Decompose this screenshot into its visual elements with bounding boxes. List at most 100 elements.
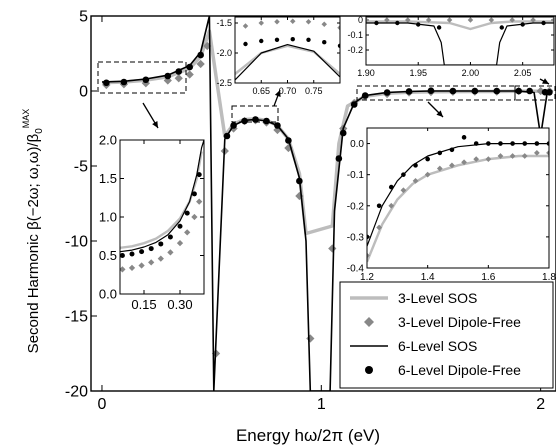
x-tick-label: 2 — [536, 396, 545, 413]
point-3-level-dipole-free — [467, 17, 474, 23]
point-6-level-dipole-free — [499, 25, 504, 30]
main-plot: 0 1 2 5 0 -5 -10 -15 -20 — [65, 9, 556, 413]
point-6-level-dipole-free — [148, 246, 154, 252]
point-6-level-dipole-free — [498, 141, 503, 146]
point-3-level-dipole-free — [461, 159, 467, 166]
inset-mid-energy: 1.2 1.4 1.6 1.8 0.0 -0.1 -0.2 -0.3 -0.4 — [347, 127, 556, 283]
point-6-level-dipole-free — [120, 253, 125, 258]
series-group — [367, 135, 549, 263]
zoom-indicators — [97, 61, 556, 129]
point-3-level-dipole-free — [128, 264, 136, 271]
point-6-level-dipole-free — [541, 20, 546, 26]
point-6-level-dipole-free — [395, 20, 400, 26]
point-6-level-dipole-free — [175, 68, 183, 75]
y-tick-label: -2.5 — [216, 78, 232, 88]
axis-labels: Energy hω/2π (eV) Second Harmonic β(−2ω;… — [21, 109, 380, 445]
point-6-level-dipole-free — [425, 156, 430, 162]
point-6-level-dipole-free — [177, 223, 183, 229]
point-6-level-dipole-free — [383, 89, 391, 96]
plot-background — [235, 17, 340, 83]
point-3-level-dipole-free — [509, 153, 516, 159]
series-line-6-level-sos — [120, 140, 204, 253]
x-tick-label: 1.90 — [357, 68, 375, 78]
series-group — [235, 18, 340, 81]
point-6-level-dipole-free — [322, 40, 327, 45]
point-3-level-dipole-free — [446, 17, 453, 23]
point-6-level-dipole-free — [449, 87, 457, 95]
legend-entry: 6-Level Dipole-Free — [365, 362, 521, 378]
point-3-level-dipole-free — [367, 252, 370, 259]
point-3-level-dipole-free — [306, 334, 315, 343]
point-3-level-dipole-free — [376, 224, 383, 231]
x-tick-label: 1.4 — [421, 272, 435, 283]
point-6-level-dipole-free — [486, 141, 491, 146]
legend-entry: 3-Level SOS — [350, 290, 477, 306]
plot-frame — [90, 15, 556, 392]
y-tick-label: 0 — [79, 84, 88, 101]
x-tick-label: 0.15 — [131, 297, 156, 312]
point-3-level-dipole-free — [497, 153, 504, 159]
point-6-level-dipole-free — [285, 137, 292, 144]
x-tick-label: 2.00 — [462, 68, 480, 78]
legend-entry: 6-Level SOS — [350, 338, 477, 354]
point-3-level-dipole-free — [176, 240, 184, 247]
series-line-6-level-sos — [235, 43, 340, 81]
point-3-level-dipole-free — [305, 19, 312, 25]
point-3-level-dipole-free — [388, 202, 395, 209]
x-tick-label: 1 — [317, 396, 326, 413]
y-tick-label: 0.0 — [99, 287, 117, 302]
x-tick-label: 0 — [98, 396, 107, 413]
legend-entry: 3-Level Dipole-Free — [364, 314, 521, 330]
point-3-level-dipole-free — [405, 17, 411, 23]
point-6-level-dipole-free — [252, 116, 259, 123]
point-6-level-dipole-free — [103, 79, 110, 87]
point-6-level-dipole-free — [437, 150, 443, 156]
legend-circle-marker — [365, 366, 373, 374]
y-tick-label: 0 — [358, 15, 363, 25]
point-3-level-dipole-free — [337, 25, 340, 31]
point-6-level-dipole-free — [339, 129, 347, 137]
point-6-level-dipole-free — [223, 132, 231, 140]
point-6-level-dipole-free — [337, 43, 340, 48]
point-6-level-dipole-free — [350, 101, 358, 108]
point-3-level-dipole-free — [488, 17, 495, 23]
y-tick-label: -5 — [74, 159, 88, 176]
y-tick-label: 2.0 — [99, 133, 117, 148]
legend-label: 3-Level Dipole-Free — [398, 314, 521, 330]
y-tick-label: 0.0 — [350, 139, 364, 150]
legend-label: 6-Level Dipole-Free — [398, 362, 521, 378]
point-3-level-dipole-free — [485, 156, 492, 162]
point-3-level-dipole-free — [196, 59, 205, 69]
point-6-level-dipole-free — [388, 184, 394, 190]
y-axis-label: Second Harmonic β(−2ω; ω,ω)/β0MAX — [21, 109, 45, 354]
x-tick-label: 0.75 — [305, 86, 323, 96]
y-tick-label: 1.0 — [99, 210, 117, 225]
zoom-arrow-high-energy-icon — [539, 78, 550, 85]
point-6-level-dipole-free — [376, 203, 382, 209]
point-6-level-dipole-free — [473, 141, 479, 146]
legend: 3-Level SOS 3-Level Dipole-Free 6-Level SO… — [339, 281, 554, 389]
point-3-level-dipole-free — [185, 70, 194, 79]
y-tick-label: 0.5 — [99, 248, 117, 263]
y-tick-label: -0.4 — [347, 264, 365, 275]
y-tick-label: 1.5 — [99, 171, 117, 186]
y-tick-label: -2.0 — [216, 48, 232, 58]
point-3-level-dipole-free — [366, 17, 369, 23]
x-tick-label: 0.30 — [167, 297, 192, 312]
point-6-level-dipole-free — [158, 241, 164, 247]
point-6-level-dipole-free — [405, 88, 413, 95]
point-6-level-dipole-free — [416, 22, 421, 27]
zoom-arrow-low-energy-icon — [142, 102, 159, 129]
y-tick-label: 5 — [79, 9, 88, 26]
point-6-level-dipole-free — [230, 122, 237, 129]
zoom-box-first-dip — [231, 105, 279, 123]
series-group — [101, 16, 554, 391]
point-6-level-dipole-free — [335, 155, 343, 162]
x-tick-label: 2.05 — [514, 68, 532, 78]
point-3-level-dipole-free — [321, 21, 327, 27]
x-tick-label: 1.8 — [542, 272, 556, 283]
point-3-level-dipole-free — [425, 17, 432, 23]
inset-low-energy: 0.15 0.30 0.0 0.5 1.0 1.5 2.0 — [99, 133, 205, 312]
y-axis-label-sub: 0 — [34, 128, 45, 134]
point-6-level-dipole-free — [520, 22, 525, 27]
